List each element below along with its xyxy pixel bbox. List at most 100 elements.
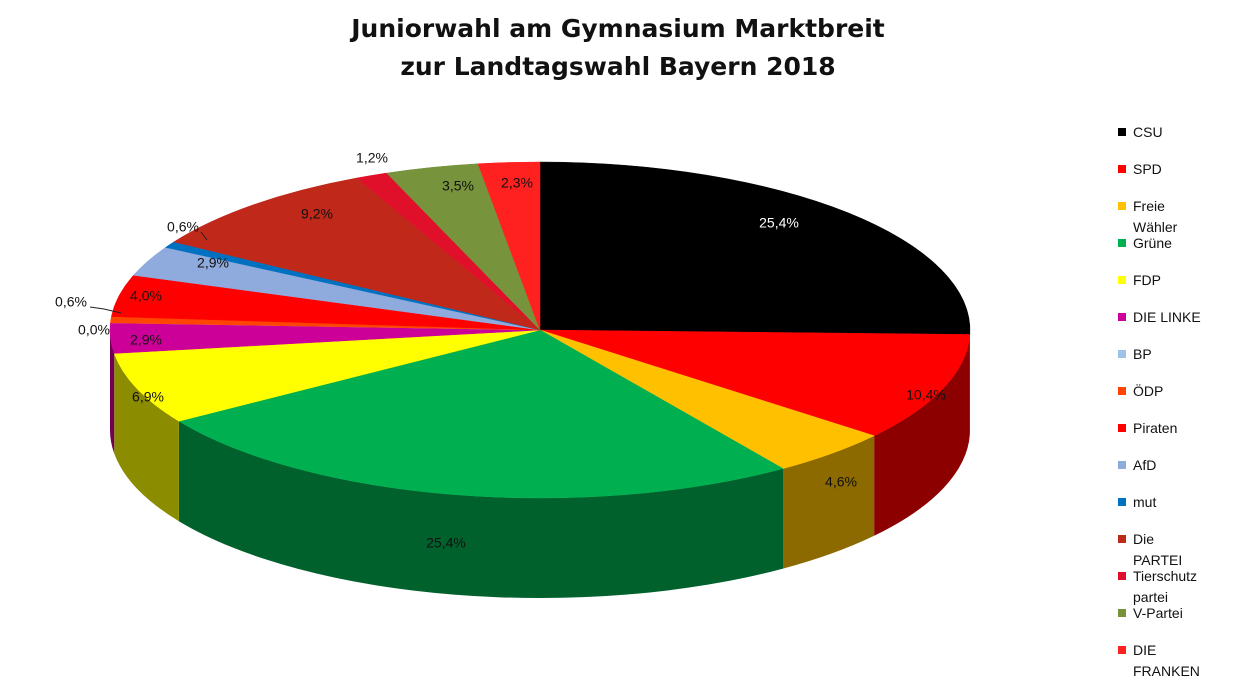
legend-item: DIE LINKE bbox=[1118, 307, 1236, 343]
data-label-5: 2,9% bbox=[130, 332, 162, 348]
pie-side-walls bbox=[110, 330, 970, 598]
pie-side-2 bbox=[783, 435, 875, 569]
legend-label: V-Partei bbox=[1133, 603, 1233, 624]
legend-item: Piraten bbox=[1118, 418, 1236, 454]
legend-label: CSU bbox=[1133, 122, 1233, 143]
legend-label-line: Grüne bbox=[1133, 235, 1172, 251]
data-label-7: 0,6% bbox=[55, 294, 87, 310]
pie-slice-11 bbox=[173, 177, 541, 331]
legend-item: Die PARTEI bbox=[1118, 529, 1236, 568]
legend-item: mut bbox=[1118, 492, 1236, 528]
data-label-8: 4,0% bbox=[130, 288, 162, 304]
legend-swatch bbox=[1118, 350, 1126, 358]
data-label-2: 4,6% bbox=[825, 474, 857, 490]
legend-label-line: BP bbox=[1133, 346, 1152, 362]
legend-swatch bbox=[1118, 461, 1126, 469]
legend-label: ÖDP bbox=[1133, 381, 1233, 402]
legend-swatch bbox=[1118, 202, 1126, 210]
legend-item: FDP bbox=[1118, 270, 1236, 306]
legend-label: FDP bbox=[1133, 270, 1233, 291]
legend-label: DIE LINKE bbox=[1133, 307, 1233, 328]
legend-swatch bbox=[1118, 276, 1126, 284]
data-label-10: 0,6% bbox=[167, 219, 199, 235]
legend-label-line: AfD bbox=[1133, 457, 1157, 473]
legend-swatch bbox=[1118, 387, 1126, 395]
legend-item: DIE FRANKEN bbox=[1118, 640, 1236, 679]
legend-swatch bbox=[1118, 646, 1126, 654]
legend-swatch bbox=[1118, 424, 1126, 432]
data-label-4: 6,9% bbox=[132, 389, 164, 405]
legend-swatch bbox=[1118, 609, 1126, 617]
legend-label: SPD bbox=[1133, 159, 1233, 180]
legend-label: Freie Wähler bbox=[1133, 196, 1233, 238]
legend-label-line: CSU bbox=[1133, 124, 1163, 140]
legend-label-line: Wähler bbox=[1133, 219, 1178, 235]
legend-label-line: Piraten bbox=[1133, 420, 1178, 436]
legend-swatch bbox=[1118, 535, 1126, 543]
chart-title-line-2: zur Landtagswahl Bayern 2018 bbox=[400, 52, 836, 81]
data-label-13: 3,5% bbox=[442, 178, 474, 194]
legend-label: mut bbox=[1133, 492, 1233, 513]
legend-label: AfD bbox=[1133, 455, 1233, 476]
legend-swatch bbox=[1118, 572, 1126, 580]
legend-swatch bbox=[1118, 498, 1126, 506]
pie-slice-3 bbox=[178, 329, 784, 499]
legend-label-line: PARTEI bbox=[1133, 552, 1183, 568]
legend-label-line: V-Partei bbox=[1133, 605, 1183, 621]
legend-item: Tierschutz partei bbox=[1118, 566, 1236, 605]
pie-top bbox=[109, 161, 971, 499]
pie-side-4 bbox=[114, 353, 179, 522]
label-leader-10 bbox=[200, 231, 208, 241]
legend-swatch bbox=[1118, 313, 1126, 321]
data-label-14: 2,3% bbox=[501, 175, 533, 191]
legend-label: DIE FRANKEN bbox=[1133, 640, 1233, 681]
legend-swatch bbox=[1118, 239, 1126, 247]
label-leader-7 bbox=[89, 306, 122, 314]
legend-label: Tierschutz partei bbox=[1133, 566, 1233, 608]
legend-label-line: ÖDP bbox=[1133, 383, 1164, 399]
pie-side-5 bbox=[110, 330, 115, 454]
legend-swatch bbox=[1118, 128, 1126, 136]
pie-chart: 25,4% 10,4% 4,6% 25,4% 6,9% 2,9% 0,0% 0,6% 4,0% 2… bbox=[55, 150, 971, 598]
legend-label-line: Tierschutz bbox=[1133, 568, 1198, 584]
legend-label-line: Freie bbox=[1133, 198, 1165, 214]
data-label-9: 2,9% bbox=[197, 255, 229, 271]
chart-title: Juniorwahl am Gymnasium Marktbreit zur L… bbox=[0, 10, 1236, 86]
legend-label-line: DIE bbox=[1133, 642, 1157, 658]
legend-label: Die PARTEI bbox=[1133, 529, 1233, 571]
legend-item: BP bbox=[1118, 344, 1236, 380]
data-label-3: 25,4% bbox=[426, 535, 466, 551]
data-label-1: 10,4% bbox=[906, 387, 946, 403]
legend-label-line: FDP bbox=[1133, 272, 1161, 288]
pie-slice-0 bbox=[539, 161, 971, 335]
data-label-0: 25,4% bbox=[759, 215, 799, 231]
legend-label-line: DIE LINKE bbox=[1133, 309, 1201, 325]
legend-label: BP bbox=[1133, 344, 1233, 365]
legend-label-line: Die bbox=[1133, 531, 1155, 547]
legend-label-line: SPD bbox=[1133, 161, 1162, 177]
legend-swatch bbox=[1118, 165, 1126, 173]
legend-label-line: partei bbox=[1133, 589, 1169, 605]
legend-item: AfD bbox=[1118, 455, 1236, 491]
legend-item: V-Partei bbox=[1118, 603, 1236, 639]
data-label-12: 1,2% bbox=[356, 150, 388, 166]
legend-item: Grüne bbox=[1118, 233, 1236, 269]
pie-slice-14 bbox=[477, 161, 541, 331]
pie-side-3 bbox=[178, 421, 784, 598]
legend-item: CSU bbox=[1118, 122, 1236, 158]
legend-item: ÖDP bbox=[1118, 381, 1236, 417]
legend-label: Piraten bbox=[1133, 418, 1233, 439]
chart-title-line-1: Juniorwahl am Gymnasium Marktbreit bbox=[351, 14, 885, 43]
legend-item: Freie Wähler bbox=[1118, 196, 1236, 235]
legend-label-line: mut bbox=[1133, 494, 1157, 510]
legend-item: SPD bbox=[1118, 159, 1236, 195]
pie-slice-4 bbox=[113, 329, 541, 422]
legend-label: Grüne bbox=[1133, 233, 1233, 254]
legend-label-line: FRANKEN bbox=[1133, 663, 1200, 679]
data-label-6: 0,0% bbox=[78, 322, 110, 338]
data-labels: 25,4% 10,4% 4,6% 25,4% 6,9% 2,9% 0,0% 0,6% 4,0% 2… bbox=[55, 150, 946, 551]
data-label-11: 9,2% bbox=[301, 206, 333, 222]
pie-slice-1 bbox=[539, 329, 971, 437]
pie-side-1 bbox=[874, 334, 970, 536]
